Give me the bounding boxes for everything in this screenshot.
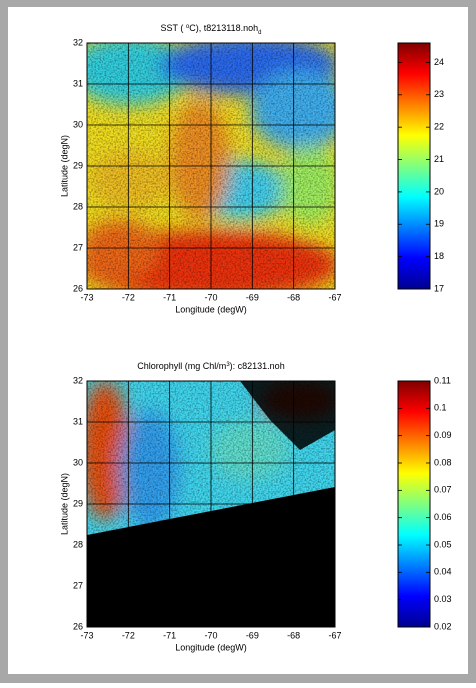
title-part: C), t8213118.noh: [189, 23, 258, 33]
title-part: SST (: [161, 23, 186, 33]
x-tick-label: -67: [328, 630, 341, 640]
x-tick-label: -70: [204, 630, 217, 640]
y-tick-label: 29: [73, 498, 83, 508]
x-tick-label: -68: [287, 292, 300, 302]
x-tick-label: -70: [204, 292, 217, 302]
chart-title: Chlorophyll (mg Chl/m3): c82131.noh: [137, 361, 284, 371]
x-tick-label: -69: [246, 292, 259, 302]
colorbar-tick-label: 20: [434, 186, 444, 196]
colorbar-tick-label: 17: [434, 283, 444, 293]
y-axis-label: Latitude (degN): [59, 473, 69, 535]
x-tick-label: -72: [122, 292, 135, 302]
x-tick-label: -67: [328, 292, 341, 302]
colorbar-tick-label: 19: [434, 219, 444, 229]
title-part: Chlorophyll (mg Chl/m: [137, 361, 226, 371]
y-tick-label: 31: [73, 416, 83, 426]
y-tick-label: 28: [73, 201, 83, 211]
y-tick-label: 27: [73, 242, 83, 252]
chlorophyll-image: [87, 381, 335, 627]
x-axis-label: Longitude (degW): [175, 642, 247, 652]
colorbar-tick-label: 0.04: [434, 567, 452, 577]
x-tick-label: -71: [163, 630, 176, 640]
x-tick-label: -73: [80, 292, 93, 302]
x-tick-label: -72: [122, 630, 135, 640]
x-tick-label: -69: [246, 630, 259, 640]
colorbar-tick-label: 23: [434, 89, 444, 99]
title-part: 3: [226, 362, 230, 368]
colorbar-tick-label: 0.08: [434, 457, 452, 467]
x-tick-label: -68: [287, 630, 300, 640]
colorbar-tick-label: 0.06: [434, 512, 452, 522]
colorbar-tick-label: 0.07: [434, 485, 452, 495]
colorbar-tick-label: 24: [434, 57, 444, 67]
y-tick-label: 30: [73, 119, 83, 129]
y-tick-label: 26: [73, 283, 83, 293]
colorbar-tick-label: 0.05: [434, 539, 452, 549]
y-tick-label: 31: [73, 78, 83, 88]
x-tick-label: -71: [163, 292, 176, 302]
x-axis-label: Longitude (degW): [175, 304, 247, 314]
y-tick-label: 30: [73, 457, 83, 467]
y-tick-label: 29: [73, 160, 83, 170]
colorbar-tick-label: 0.03: [434, 594, 452, 604]
colorbar-tick-label: 22: [434, 122, 444, 132]
y-tick-label: 32: [73, 37, 83, 47]
colorbar-tick-label: 0.1: [434, 403, 447, 413]
title-part: o: [186, 24, 190, 30]
y-tick-label: 28: [73, 539, 83, 549]
y-tick-label: 27: [73, 580, 83, 590]
x-tick-label: -73: [80, 630, 93, 640]
colorbar: [397, 42, 431, 290]
plot-frame: [86, 380, 336, 628]
colorbar-tick-label: 0.09: [434, 430, 452, 440]
colorbar-tick-label: 0.02: [434, 621, 452, 631]
colorbar-tick-label: 18: [434, 251, 444, 261]
plot-frame: [86, 42, 336, 290]
colorbar: [397, 380, 431, 628]
y-tick-label: 26: [73, 621, 83, 631]
colorbar-tick-label: 21: [434, 154, 444, 164]
title-part: d: [258, 30, 261, 36]
chart-title: SST ( oC), t8213118.nohd: [161, 23, 262, 35]
title-part: ): c82131.noh: [230, 361, 285, 371]
colorbar-tick-label: 0.11: [434, 375, 451, 385]
sst-image: [87, 43, 335, 289]
y-tick-label: 32: [73, 375, 83, 385]
y-axis-label: Latitude (degN): [59, 135, 69, 197]
